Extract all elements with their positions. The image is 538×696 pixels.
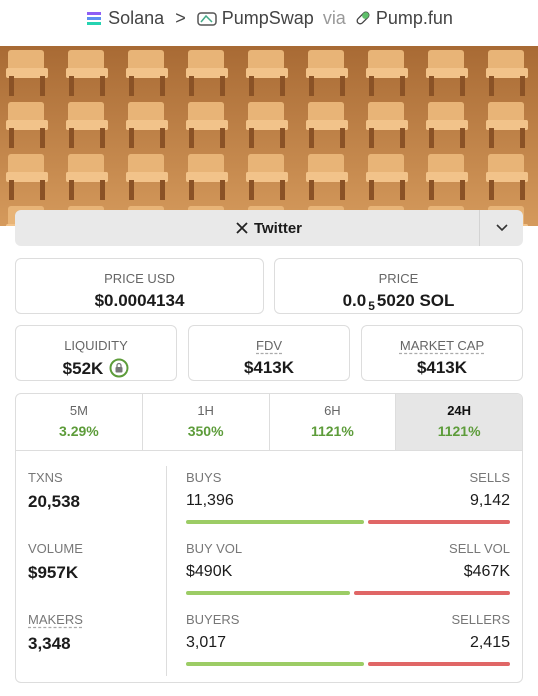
stat-value: $52K — [16, 358, 176, 379]
buy-bar — [186, 591, 350, 595]
label: PRICE — [378, 271, 419, 286]
right-label: SELLERS — [451, 612, 510, 627]
lock-icon — [109, 358, 129, 378]
metric-row: MAKERS 3,348 BUYERS 3,017 SELLERS 2,415 — [16, 612, 522, 682]
tab-change: 3.29% — [59, 423, 99, 439]
price-native: PRICE 0.0 5 5020 SOL — [274, 258, 523, 314]
right-value: $467K — [463, 563, 510, 580]
socials-dropdown[interactable] — [479, 210, 523, 246]
tab-change: 1121% — [437, 423, 481, 439]
stat-label: FDV — [256, 338, 282, 353]
buy-bar — [186, 662, 364, 666]
stat-box: LIQUIDITY $52K — [15, 325, 177, 381]
metric-label: TXNS — [28, 470, 63, 485]
sell-bar — [367, 662, 510, 666]
tab-label: 5M — [69, 403, 88, 418]
twitter-label: Twitter — [253, 219, 303, 237]
value: $0.0004134 — [94, 291, 185, 310]
tab-change: 1121% — [310, 423, 354, 439]
tab[interactable]: 6H 1121% — [270, 394, 397, 450]
tab-label: 1H — [197, 403, 214, 418]
value: $413K — [243, 358, 295, 377]
tab[interactable]: 24H 1121% — [396, 394, 522, 450]
zeros: 5 — [368, 299, 375, 314]
launchpad[interactable]: Pump.fun — [375, 8, 453, 28]
sell-bar — [353, 591, 510, 595]
pill-icon — [356, 11, 370, 25]
metric-label: MAKERS — [28, 612, 83, 627]
chevron-down — [495, 224, 508, 232]
metric-row: TXNS 20,538 BUYS 11,396 SELLS 9,142 — [16, 470, 522, 540]
x-icon — [236, 222, 248, 234]
left-value: 3,017 — [186, 634, 227, 651]
dex[interactable]: PumpSwap — [221, 8, 314, 28]
stat-box: FDV $413K — [188, 325, 350, 381]
metric-value: 20,538 — [28, 492, 80, 511]
left-label: BUYS — [186, 470, 222, 485]
left-value: $490K — [186, 563, 233, 580]
metric-label: VOLUME — [28, 541, 83, 556]
right-value: 9,142 — [469, 492, 510, 509]
solana-icon — [87, 12, 102, 25]
left-label: BUY VOL — [186, 541, 243, 556]
buy-bar — [186, 520, 364, 524]
right-label: SELL VOL — [449, 541, 510, 556]
sell-bar — [367, 520, 510, 524]
tab-label: 24H — [447, 403, 472, 418]
tab[interactable]: 5M 3.29% — [16, 394, 143, 450]
stat-label: LIQUIDITY — [64, 338, 128, 353]
stats-panel: 5M 3.29% 1H 350% 6H 1121% 24H 1121% TXNS 20,538 B… — [15, 393, 523, 683]
tab-change: 350% — [187, 423, 224, 439]
chain[interactable]: Solana — [108, 8, 165, 28]
divider — [166, 466, 167, 676]
stat-label: MARKET CAP — [399, 338, 485, 353]
value: $52K — [62, 359, 104, 378]
left-value: 11,396 — [186, 492, 234, 509]
tabs: 5M 3.29% 1H 350% 6H 1121% 24H 1121% — [16, 394, 522, 451]
tab-label: 6H — [324, 403, 341, 418]
value: 0.0 5 5020 SOL — [275, 291, 522, 313]
stat-value: $413K — [189, 358, 349, 378]
prefix: 0.0 — [342, 291, 367, 310]
stat-value: $413K — [362, 358, 522, 378]
value: $413K — [416, 358, 468, 377]
right-label: SELLS — [469, 470, 510, 485]
dex-icon — [196, 12, 217, 26]
tab[interactable]: 1H 350% — [143, 394, 270, 450]
twitter-button[interactable]: Twitter — [15, 210, 523, 246]
metric-value: 3,348 — [28, 634, 71, 653]
via: via — [322, 8, 346, 28]
left-label: BUYERS — [186, 612, 240, 627]
stat-box: MARKET CAP $413K — [361, 325, 523, 381]
label: PRICE USD — [104, 271, 175, 286]
right-value: 2,415 — [469, 634, 510, 651]
price-usd: PRICE USD $0.0004134 — [15, 258, 264, 314]
breadcrumb: Solana > PumpSwap via Pump.fun — [0, 8, 538, 29]
metric-value: $957K — [28, 563, 79, 582]
rest: 5020 SOL — [376, 291, 455, 310]
chevron: > — [175, 8, 186, 28]
metric-row: VOLUME $957K BUY VOL $490K SELL VOL $467K — [16, 541, 522, 611]
banner-image — [0, 46, 538, 226]
